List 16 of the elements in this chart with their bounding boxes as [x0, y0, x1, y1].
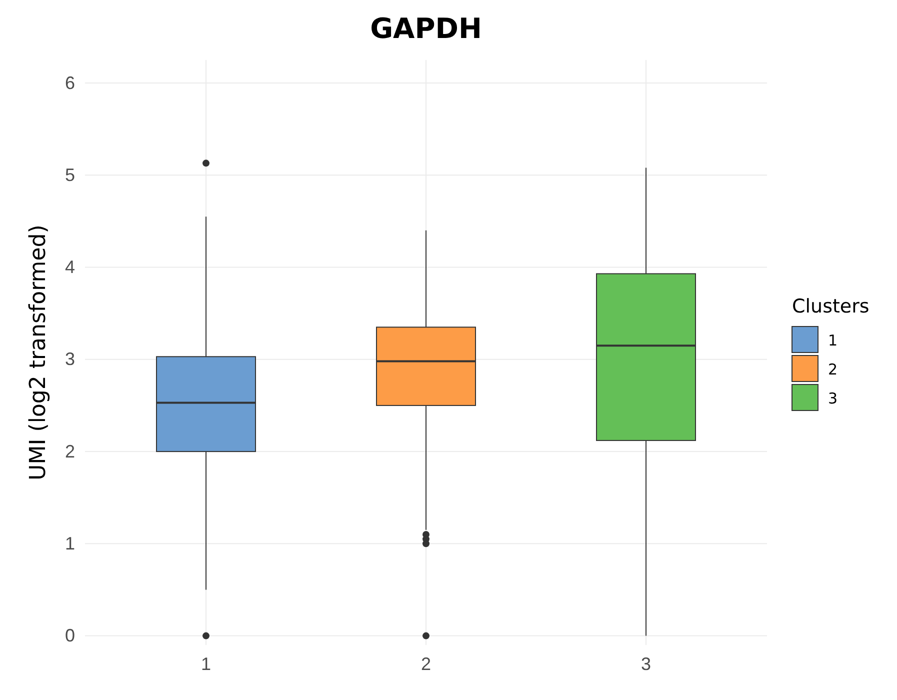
- x-tick-label: 3: [640, 654, 652, 674]
- legend-title: Clusters: [792, 296, 870, 318]
- chart-title: GAPDH: [370, 12, 482, 45]
- y-tick-label: 5: [64, 164, 75, 185]
- x-tick-label: 2: [420, 654, 432, 674]
- y-tick-label: 1: [64, 533, 75, 554]
- x-tick-label: 1: [200, 654, 212, 674]
- y-tick-label: 0: [64, 626, 75, 646]
- y-tick-label: 6: [64, 72, 75, 93]
- y-axis-title: UMI (log2 transformed): [26, 224, 51, 480]
- legend-label: 1: [828, 332, 838, 350]
- y-tick-label: 3: [64, 349, 75, 370]
- legend-label: 2: [828, 360, 838, 378]
- y-tick-label: 4: [64, 257, 75, 278]
- legend-label: 3: [828, 390, 838, 408]
- y-tick-label: 2: [64, 441, 75, 462]
